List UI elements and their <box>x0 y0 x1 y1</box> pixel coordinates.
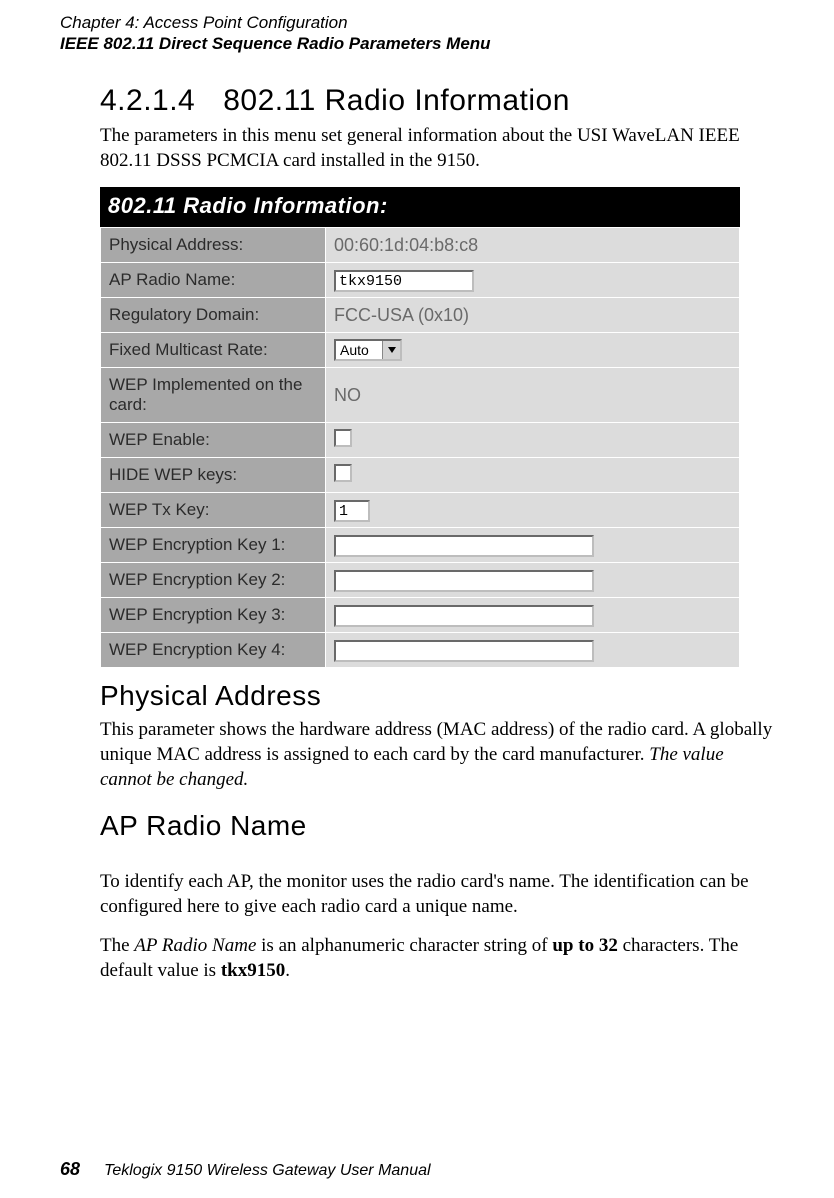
row-regulatory-domain: Regulatory Domain: FCC-USA (0x10) <box>101 298 740 333</box>
label-ap-radio-name: AP Radio Name: <box>101 263 326 298</box>
running-head: Chapter 4: Access Point Configuration IE… <box>60 12 774 55</box>
text-fragment: The <box>100 935 134 956</box>
label-physical-address: Physical Address: <box>101 228 326 263</box>
row-wep-key-2: WEP Encryption Key 2: <box>101 563 740 598</box>
text-fragment: . <box>285 960 290 981</box>
row-hide-wep-keys: HIDE WEP keys: <box>101 458 740 493</box>
page: Chapter 4: Access Point Configuration IE… <box>0 0 834 1198</box>
label-fixed-multicast-rate: Fixed Multicast Rate: <box>101 333 326 368</box>
label-wep-key-1: WEP Encryption Key 1: <box>101 528 326 563</box>
row-ap-radio-name: AP Radio Name: <box>101 263 740 298</box>
row-wep-implemented: WEP Implemented on the card: NO <box>101 368 740 423</box>
row-physical-address: Physical Address: 00:60:1d:04:b8:c8 <box>101 228 740 263</box>
dropdown-button[interactable] <box>382 341 400 359</box>
section-number: 4.2.1.4 <box>100 84 195 118</box>
section-heading: 4.2.1.4 802.11 Radio Information <box>100 84 774 118</box>
label-hide-wep-keys: HIDE WEP keys: <box>101 458 326 493</box>
label-wep-implemented: WEP Implemented on the card: <box>101 368 326 423</box>
row-wep-tx-key: WEP Tx Key: <box>101 493 740 528</box>
text-fragment-bold: tkx9150 <box>221 960 285 981</box>
paragraph-physical-address: This parameter shows the hardware addres… <box>100 718 774 792</box>
figure-title-bar: 802.11 Radio Information: <box>100 187 740 227</box>
ap-radio-name-input[interactable] <box>334 270 474 292</box>
row-wep-key-1: WEP Encryption Key 1: <box>101 528 740 563</box>
footer: 68 Teklogix 9150 Wireless Gateway User Ma… <box>60 1159 774 1180</box>
label-wep-enable: WEP Enable: <box>101 423 326 458</box>
heading-ap-radio-name: AP Radio Name <box>100 810 774 842</box>
text-fragment-bold: up to 32 <box>552 935 617 956</box>
wep-key-3-input[interactable] <box>334 605 594 627</box>
row-wep-enable: WEP Enable: <box>101 423 740 458</box>
page-number: 68 <box>60 1159 80 1179</box>
running-head-section: IEEE 802.11 Direct Sequence Radio Parame… <box>60 33 774 54</box>
section-intro: The parameters in this menu set general … <box>100 124 774 173</box>
running-head-chapter: Chapter 4: Access Point Configuration <box>60 12 774 33</box>
label-wep-tx-key: WEP Tx Key: <box>101 493 326 528</box>
text-fragment-italic: AP Radio Name <box>134 935 256 956</box>
config-figure: 802.11 Radio Information: Physical Addre… <box>100 187 740 668</box>
label-wep-key-2: WEP Encryption Key 2: <box>101 563 326 598</box>
text-fragment: is an alphanumeric character string of <box>256 935 552 956</box>
section-title: 802.11 Radio Information <box>223 84 570 118</box>
wep-enable-checkbox[interactable] <box>334 429 352 447</box>
label-regulatory-domain: Regulatory Domain: <box>101 298 326 333</box>
value-physical-address: 00:60:1d:04:b8:c8 <box>334 235 478 255</box>
fixed-multicast-rate-select[interactable]: Auto <box>334 339 402 361</box>
wep-tx-key-input[interactable] <box>334 500 370 522</box>
wep-key-2-input[interactable] <box>334 570 594 592</box>
wep-key-4-input[interactable] <box>334 640 594 662</box>
wep-key-1-input[interactable] <box>334 535 594 557</box>
label-wep-key-4: WEP Encryption Key 4: <box>101 633 326 668</box>
heading-physical-address: Physical Address <box>100 680 774 712</box>
label-wep-key-3: WEP Encryption Key 3: <box>101 598 326 633</box>
config-table: Physical Address: 00:60:1d:04:b8:c8 AP R… <box>100 227 740 668</box>
hide-wep-keys-checkbox[interactable] <box>334 464 352 482</box>
row-fixed-multicast-rate: Fixed Multicast Rate: Auto <box>101 333 740 368</box>
row-wep-key-3: WEP Encryption Key 3: <box>101 598 740 633</box>
content: 4.2.1.4 802.11 Radio Information The par… <box>100 0 774 983</box>
fixed-multicast-rate-value: Auto <box>336 341 382 359</box>
value-wep-implemented: NO <box>334 385 361 405</box>
row-wep-key-4: WEP Encryption Key 4: <box>101 633 740 668</box>
value-regulatory-domain: FCC-USA (0x10) <box>334 305 469 325</box>
paragraph-ap-radio-name-1: To identify each AP, the monitor uses th… <box>100 870 774 919</box>
chevron-down-icon <box>388 347 396 353</box>
book-title: Teklogix 9150 Wireless Gateway User Manu… <box>104 1162 431 1179</box>
paragraph-ap-radio-name-2: The AP Radio Name is an alphanumeric cha… <box>100 934 774 983</box>
